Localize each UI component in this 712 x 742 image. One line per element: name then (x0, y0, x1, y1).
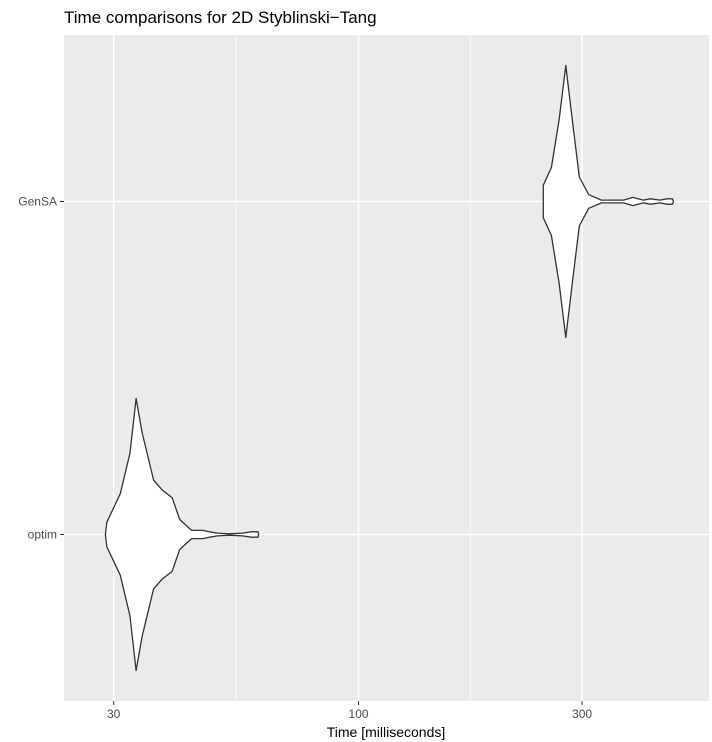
x-tick-label: 300 (572, 707, 592, 721)
x-tick-label: 100 (349, 707, 369, 721)
y-tick-label-optim: optim (28, 528, 57, 542)
x-axis-title: Time [milliseconds] (327, 724, 446, 740)
chart-title: Time comparisons for 2D Styblinski−Tang (64, 8, 377, 27)
violin-optim (104, 397, 260, 672)
plot-panel (64, 35, 709, 701)
violins (104, 64, 675, 672)
y-axis: optim GenSA (18, 195, 64, 542)
x-tick-label: 30 (107, 707, 121, 721)
x-axis: 30 100 300 (107, 701, 592, 721)
y-tick-label-gensa: GenSA (18, 195, 57, 209)
violin-gensa (542, 64, 675, 339)
